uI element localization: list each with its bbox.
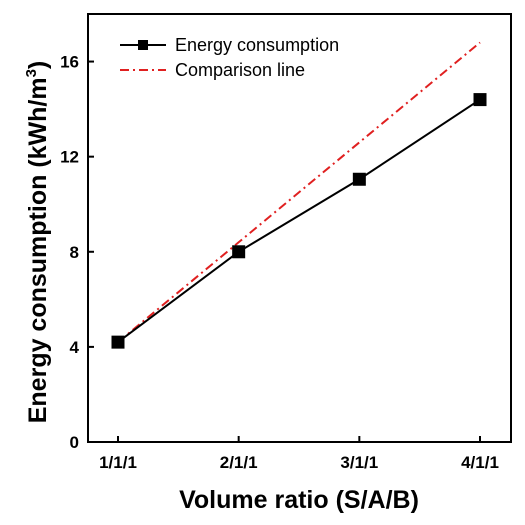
- x-tick-label: 1/1/1: [99, 453, 137, 472]
- x-axis-title: Volume ratio (S/A/B): [179, 486, 419, 514]
- y-tick-label: 8: [70, 243, 79, 262]
- data-point-energy-consumption: [352, 172, 366, 186]
- y-axis-title-close: ): [24, 61, 52, 69]
- legend-label-comparison-line: Comparison line: [175, 60, 305, 80]
- y-tick-label: 4: [70, 338, 80, 357]
- legend-marker-energy-consumption: [138, 40, 148, 50]
- series-layer: [111, 41, 487, 349]
- data-point-energy-consumption: [473, 93, 487, 107]
- y-axis-title-main: Energy consumption (kWh/m: [24, 77, 52, 423]
- y-tick-label: 0: [70, 433, 79, 452]
- x-tick-label: 2/1/1: [220, 453, 258, 472]
- series-line-comparison-line: [117, 41, 481, 343]
- legend: Energy consumption Comparison line: [120, 35, 339, 80]
- x-tick-label: 3/1/1: [340, 453, 378, 472]
- y-tick-label: 16: [60, 53, 79, 72]
- ticks-layer: 0 4 8 12 16 1/1/1 2/1/1 3/1/1 4/1/1: [60, 53, 499, 472]
- y-axis-title-group: Energy consumption (kWh/m3): [23, 61, 52, 424]
- legend-label-energy-consumption: Energy consumption: [175, 35, 339, 55]
- y-axis-title-superscript: 3: [23, 69, 40, 77]
- data-point-energy-consumption: [111, 335, 125, 349]
- y-axis-title: Energy consumption (kWh/m3): [23, 61, 52, 424]
- series-line-energy-consumption: [117, 98, 481, 343]
- data-point-energy-consumption: [232, 245, 246, 259]
- x-tick-label: 4/1/1: [461, 453, 499, 472]
- plot-frame: [87, 13, 512, 443]
- y-tick-label: 12: [60, 148, 79, 167]
